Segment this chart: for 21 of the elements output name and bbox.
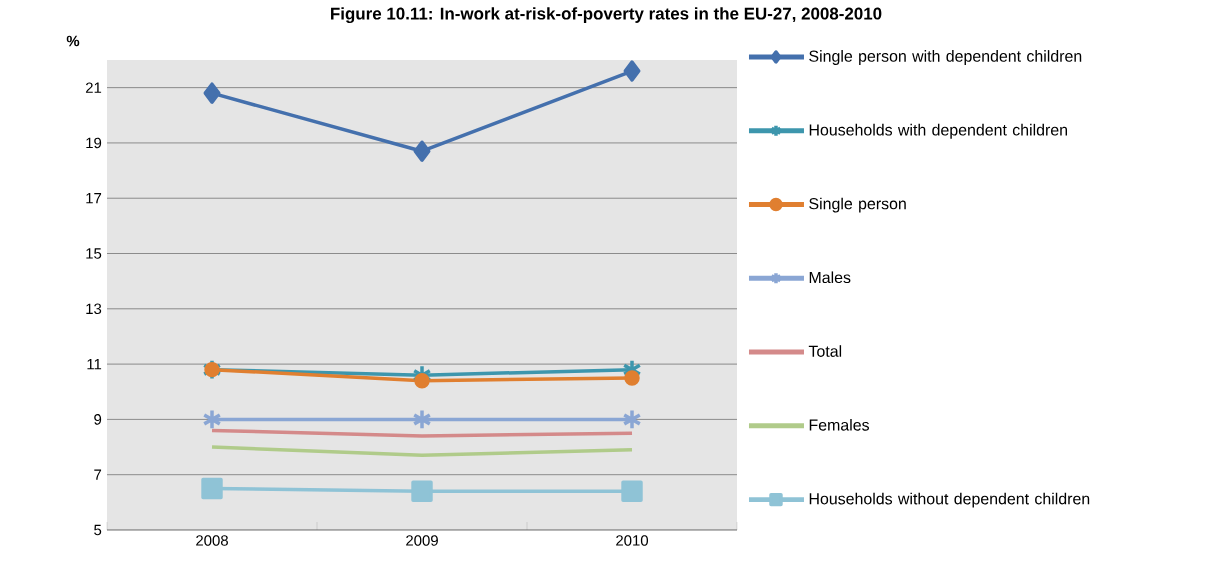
y-tick-label: 9	[94, 414, 102, 425]
legend-label: Total	[808, 345, 842, 357]
x-tick-label: 2009	[406, 535, 438, 546]
y-tick-label: 13	[86, 303, 102, 315]
legend-label: Males	[809, 271, 851, 284]
y-tick-label: 5	[94, 524, 102, 536]
y-tick-label: 21	[85, 82, 102, 93]
y-tick-label: 7	[94, 469, 102, 480]
legend-label: Households without dependent children	[809, 492, 1090, 508]
y-tick-label: 17	[86, 193, 102, 204]
x-tick-label: 2010	[616, 535, 649, 546]
legend-label: Single person	[809, 197, 906, 213]
x-tick-label: 2008	[196, 535, 228, 546]
y-tick-label: 15	[86, 248, 102, 259]
legend-label: Single person with dependent children	[809, 50, 1082, 65]
chart-title: Figure 10.11: In-work at-risk-of-poverty rates in the EU-27, 2008-2010	[331, 7, 882, 24]
legend-label: Households with dependent children	[809, 123, 1067, 139]
y-axis-title: %	[66, 35, 80, 47]
y-tick-label: 19	[86, 137, 102, 149]
legend-label: Females	[809, 418, 869, 431]
y-tick-label: 11	[87, 358, 102, 370]
